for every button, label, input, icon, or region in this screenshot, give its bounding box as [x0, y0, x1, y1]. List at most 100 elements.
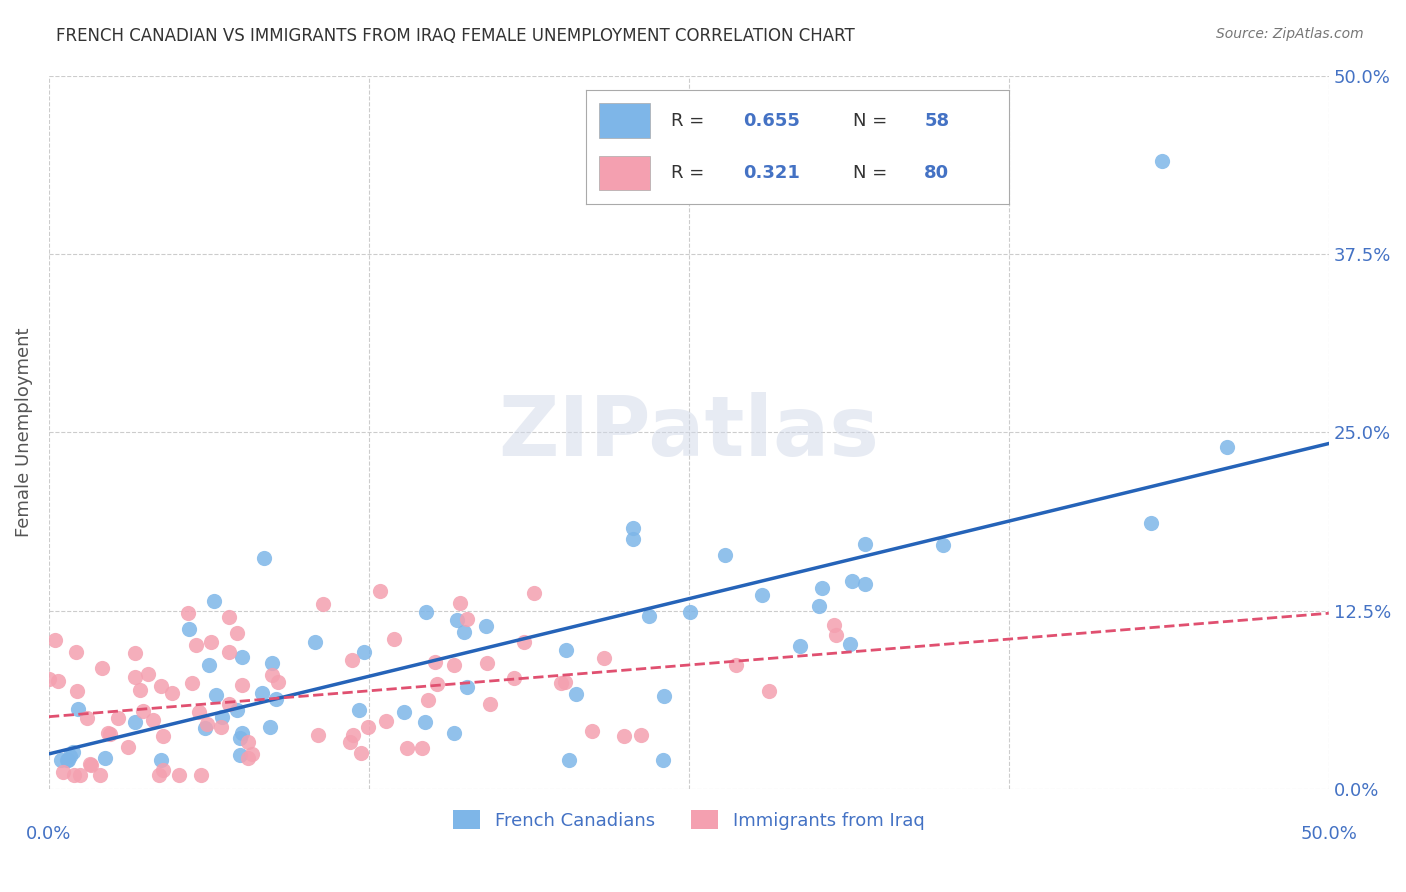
Point — [231, 650, 253, 665]
Point — [117, 740, 139, 755]
Point — [190, 768, 212, 782]
Point — [128, 683, 150, 698]
Point — [349, 746, 371, 760]
Point — [593, 651, 616, 665]
Point — [416, 693, 439, 707]
Point — [565, 687, 588, 701]
Point — [751, 588, 773, 602]
Point — [229, 731, 252, 746]
Point — [382, 632, 405, 646]
Point — [555, 643, 578, 657]
Point — [56, 754, 79, 768]
Point — [413, 715, 436, 730]
Point — [98, 727, 121, 741]
Point — [353, 645, 375, 659]
Point — [124, 670, 146, 684]
Text: FRENCH CANADIAN VS IMMIGRANTS FROM IRAQ FEMALE UNEMPLOYMENT CORRELATION CHART: FRENCH CANADIAN VS IMMIGRANTS FROM IRAQ … — [56, 27, 855, 45]
Point — [195, 717, 218, 731]
Point — [167, 768, 190, 782]
Point — [613, 729, 636, 743]
Point — [194, 721, 217, 735]
Point — [124, 646, 146, 660]
Point — [218, 610, 240, 624]
Point — [375, 714, 398, 729]
Point — [392, 705, 415, 719]
Point — [240, 747, 263, 761]
Point — [49, 754, 72, 768]
Point — [205, 688, 228, 702]
Point — [554, 674, 576, 689]
Point — [252, 550, 274, 565]
Point — [304, 635, 326, 649]
Point — [679, 605, 702, 619]
Point — [187, 705, 209, 719]
Point — [512, 635, 534, 649]
Point — [1152, 154, 1174, 169]
Point — [423, 656, 446, 670]
Point — [652, 690, 675, 704]
Point — [558, 754, 581, 768]
Point — [218, 645, 240, 659]
Point — [66, 684, 89, 698]
Point — [252, 686, 274, 700]
Point — [107, 711, 129, 725]
Point — [94, 751, 117, 765]
Point — [148, 768, 170, 782]
Point — [307, 728, 329, 742]
Point — [443, 657, 465, 672]
Point — [52, 765, 75, 780]
Point — [523, 586, 546, 600]
Point — [76, 711, 98, 725]
Point — [342, 728, 364, 742]
Point — [152, 730, 174, 744]
Legend: French Canadians, Immigrants from Iraq: French Canadians, Immigrants from Iraq — [446, 803, 932, 837]
Point — [152, 763, 174, 777]
Point — [90, 661, 112, 675]
Point — [449, 596, 471, 610]
Point — [340, 653, 363, 667]
Point — [218, 698, 240, 712]
Point — [725, 658, 748, 673]
Point — [226, 626, 249, 640]
Point — [426, 677, 449, 691]
Y-axis label: Female Unemployment: Female Unemployment — [15, 327, 32, 537]
Point — [211, 710, 233, 724]
Point — [1139, 516, 1161, 530]
Point — [238, 750, 260, 764]
Point — [198, 658, 221, 673]
Point — [621, 521, 644, 535]
Point — [853, 537, 876, 551]
Point — [395, 741, 418, 756]
Point — [44, 633, 66, 648]
Point — [202, 594, 225, 608]
Point — [789, 639, 811, 653]
Point — [312, 597, 335, 611]
Point — [236, 735, 259, 749]
Point — [651, 754, 673, 768]
Point — [38, 672, 60, 686]
Text: Source: ZipAtlas.com: Source: ZipAtlas.com — [1216, 27, 1364, 41]
Point — [56, 754, 79, 768]
Point — [226, 703, 249, 717]
Point — [267, 675, 290, 690]
Point — [150, 754, 173, 768]
Point — [46, 673, 69, 688]
Point — [453, 625, 475, 640]
Point — [478, 698, 501, 712]
Point — [477, 656, 499, 670]
Point — [59, 749, 82, 764]
Point — [824, 628, 846, 642]
Point — [132, 704, 155, 718]
Point — [415, 606, 437, 620]
Point — [79, 756, 101, 771]
Point — [758, 684, 780, 698]
Point — [231, 678, 253, 692]
Point — [1215, 440, 1237, 454]
Point — [357, 721, 380, 735]
Point — [181, 676, 204, 690]
Point — [262, 668, 284, 682]
Point — [808, 599, 831, 614]
Point — [149, 679, 172, 693]
Point — [69, 768, 91, 782]
Point — [456, 680, 478, 694]
